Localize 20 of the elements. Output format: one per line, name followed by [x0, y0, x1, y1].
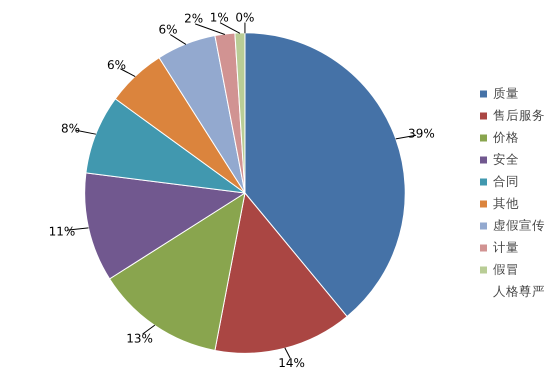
text: 0%: [235, 10, 254, 24]
legend-label: 安全: [493, 151, 519, 168]
data-label: 6%: [158, 22, 178, 37]
legend-label: 质量: [493, 85, 519, 102]
data-label: 11%: [48, 224, 76, 238]
legend-label: 其他: [493, 195, 519, 212]
data-label: 14%: [278, 356, 305, 370]
data-label: 1%: [210, 10, 229, 24]
data-label: 39%: [408, 126, 435, 140]
data-label: 6%: [107, 58, 126, 72]
data-label: 8%: [61, 121, 80, 136]
data-label: 13%: [126, 331, 153, 346]
legend-label: 计量: [493, 239, 519, 256]
legend-label: 虚假宣传: [493, 217, 545, 234]
legend-label: 售后服务: [493, 107, 545, 124]
category-label: 人格尊严: [493, 283, 545, 298]
legend-label: 合同: [493, 173, 519, 190]
legend-label: 价格: [493, 129, 519, 146]
data-label: 2%: [184, 12, 204, 26]
legend-label: 假冒: [493, 261, 519, 278]
